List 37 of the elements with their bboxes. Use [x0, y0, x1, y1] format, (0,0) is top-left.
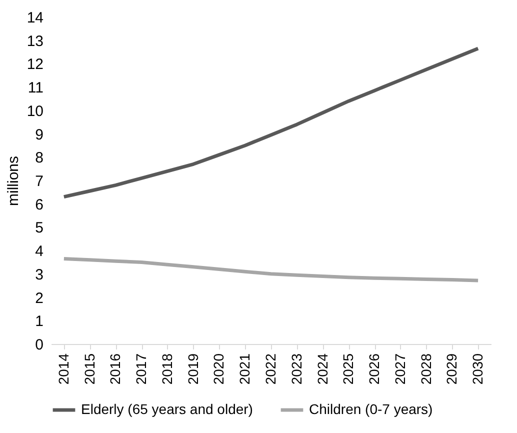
- x-tick-label: 2022: [262, 353, 278, 385]
- x-tick-label: 2020: [210, 353, 227, 385]
- y-tick-label: 10: [26, 102, 44, 120]
- x-tick-label: 2023: [288, 353, 304, 385]
- y-tick-label: 14: [26, 10, 44, 26]
- x-tick-label: 2017: [133, 353, 150, 385]
- y-tick-label: 13: [26, 32, 44, 50]
- line-series: [62, 256, 480, 282]
- y-tick-label: 2: [35, 290, 44, 307]
- y-tick-label: 5: [35, 220, 44, 237]
- x-tick-label: 2016: [107, 353, 124, 385]
- y-tick-label: 11: [28, 80, 44, 97]
- y-tick-label: 12: [26, 56, 44, 74]
- y-tick-label: 6: [35, 196, 44, 214]
- y-tick-label: 8: [35, 150, 44, 167]
- x-tick-label: 2027: [392, 353, 408, 385]
- y-tick-label: 4: [35, 243, 44, 260]
- x-tick-label: 2026: [366, 353, 382, 385]
- y-tick-label: 3: [35, 266, 44, 284]
- x-tick-label: 2015: [81, 353, 98, 385]
- x-tick-label: 2029: [444, 353, 460, 385]
- legend-label: Elderly (65 years and older): [81, 401, 253, 417]
- y-tick-label: 9: [35, 126, 44, 144]
- y-tick-label: 1: [35, 313, 44, 330]
- line-series: [62, 46, 480, 199]
- y-tick-label: 0: [35, 336, 44, 354]
- x-tick-label: 2014: [55, 353, 72, 385]
- x-tick-label: 2021: [236, 353, 253, 385]
- y-tick-label: 7: [35, 173, 44, 190]
- x-tick-label: 2028: [418, 353, 434, 385]
- x-tick-label: 2030: [470, 353, 486, 385]
- x-tick-label: 2018: [158, 353, 175, 385]
- x-tick-label: 2019: [184, 353, 201, 385]
- x-tick-label: 2024: [314, 353, 330, 385]
- legend-label: Children (0-7 years): [309, 401, 433, 417]
- y-axis-title: millions: [4, 156, 22, 206]
- x-tick-label: 2025: [340, 353, 356, 385]
